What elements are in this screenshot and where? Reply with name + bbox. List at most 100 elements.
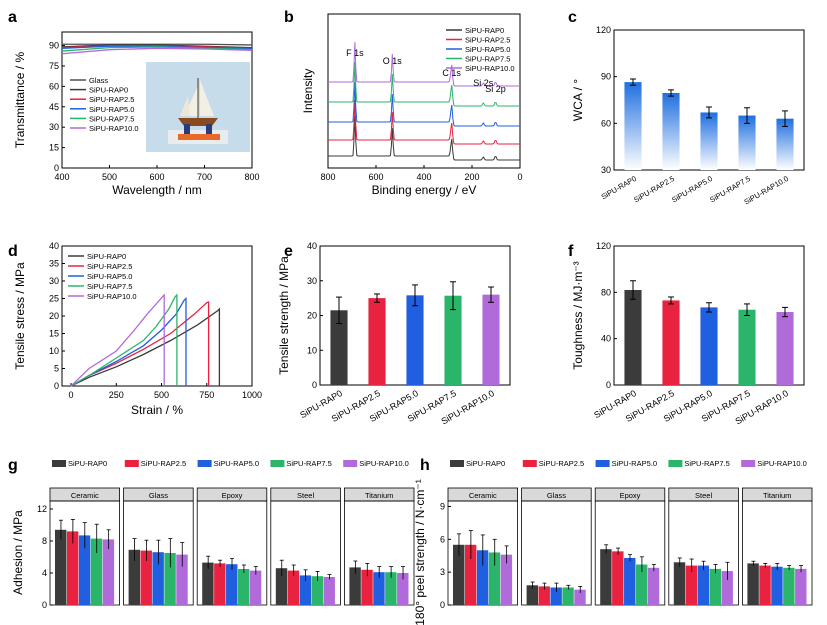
y-tick-label: 9 [440, 501, 445, 511]
bar [406, 295, 424, 385]
y-tick-label: 80 [601, 287, 611, 297]
x-tick-label: 250 [109, 390, 124, 400]
bar [287, 570, 300, 605]
legend-label: SiPU-RAP0 [89, 86, 128, 95]
bar [140, 550, 152, 605]
bar [55, 529, 67, 605]
bar [78, 535, 91, 605]
bar [90, 538, 103, 605]
bar [464, 544, 477, 605]
bar [600, 549, 612, 605]
bar [202, 562, 214, 605]
y-tick-label: 25 [49, 294, 59, 304]
panel-d-chart: 0 5 10 15 20 25 30 35 40 0 250 500 750 1000 Tensile st… [13, 241, 262, 417]
facet-label: Glass [547, 491, 566, 500]
panel-label-f: f [568, 243, 574, 260]
y-tick-label: 8 [42, 536, 47, 546]
x-tick-label: 1000 [242, 390, 262, 400]
bar [368, 298, 386, 385]
panel-label-h: h [420, 457, 430, 474]
legend-label: SiPU-RAP7.5 [87, 282, 132, 291]
category-label: SiPU-RAP2.5 [632, 174, 676, 205]
bar [476, 550, 489, 605]
y-tick-label: 15 [49, 143, 59, 153]
x-axis-label: Wavelength / nm [112, 183, 202, 197]
y-tick-label: 0 [312, 380, 317, 390]
y-tick-label: 30 [49, 122, 59, 132]
bar [128, 549, 141, 605]
series-line [70, 293, 178, 387]
x-axis-label: Strain / % [131, 403, 183, 417]
bar [397, 573, 409, 605]
legend-label: SiPU-RAP0 [68, 459, 107, 468]
y-tick-label: 40 [601, 334, 611, 344]
legend-swatch [343, 460, 358, 467]
y-tick-label: 0 [606, 380, 611, 390]
legend-label: SiPU-RAP5.0 [612, 459, 657, 468]
y-tick-label: 3 [440, 567, 445, 577]
facet-label: Ceramic [469, 491, 497, 500]
facet-label: Epoxy [620, 491, 641, 500]
legend-label: SiPU-RAP10.0 [87, 292, 137, 301]
bar [635, 564, 648, 605]
bar [738, 115, 756, 170]
bar [776, 118, 794, 170]
ship-photo-inset [146, 62, 250, 152]
legend-swatch [197, 460, 212, 467]
bar [612, 551, 624, 605]
y-tick-label: 0 [54, 381, 59, 391]
bar [700, 307, 718, 385]
x-tick-label: 400 [416, 172, 431, 182]
legend-label: SiPU-RAP5.0 [89, 105, 134, 114]
bar [673, 562, 686, 605]
legend-swatch [450, 460, 464, 467]
bar [275, 568, 288, 605]
y-tick-label: 12 [37, 504, 47, 514]
y-tick-label: 0 [440, 600, 445, 610]
bar [709, 568, 721, 605]
y-tick-label: 20 [49, 311, 59, 321]
y-axis-label: Toughness / MJ·m⁻³ [571, 261, 585, 369]
bar [700, 112, 718, 170]
y-tick-label: 90 [49, 41, 59, 51]
y-tick-label: 4 [42, 568, 47, 578]
bar [385, 572, 397, 605]
legend-swatch [595, 460, 610, 467]
facet-label: Steel [695, 491, 712, 500]
legend-swatch [52, 460, 66, 467]
bar [214, 563, 226, 605]
legend-label: SiPU-RAP10.0 [757, 459, 807, 468]
legend-label: SiPU-RAP7.5 [465, 55, 510, 64]
facet-label: Epoxy [222, 491, 243, 500]
y-axis-label: WCA / ° [571, 79, 585, 121]
x-tick-label: 400 [54, 172, 69, 182]
bar [299, 575, 312, 605]
bar [176, 554, 188, 605]
bar [349, 567, 361, 605]
panel-label-g: g [8, 457, 18, 474]
legend-label: SiPU-RAP7.5 [684, 459, 729, 468]
legend-label: SiPU-RAP2.5 [141, 459, 186, 468]
y-tick-label: 30 [49, 276, 59, 286]
y-tick-label: 20 [307, 311, 317, 321]
bar [624, 290, 642, 385]
legend-swatch [124, 460, 139, 467]
y-tick-label: 10 [49, 346, 59, 356]
y-tick-label: 15 [49, 329, 59, 339]
legend-label: Glass [89, 76, 108, 85]
facet-label: Glass [149, 491, 168, 500]
panel-label-c: c [568, 9, 577, 26]
bar [330, 310, 348, 385]
bar [102, 539, 115, 605]
panel-label-d: d [8, 243, 18, 260]
series-line [62, 43, 253, 46]
bar [685, 565, 698, 605]
legend-label: SiPU-RAP5.0 [87, 272, 132, 281]
bar [538, 586, 550, 605]
x-tick-label: 700 [197, 172, 212, 182]
facet-label: Steel [297, 491, 314, 500]
panel-label-a: a [8, 9, 17, 26]
series-line [328, 99, 520, 145]
bar [237, 569, 250, 605]
